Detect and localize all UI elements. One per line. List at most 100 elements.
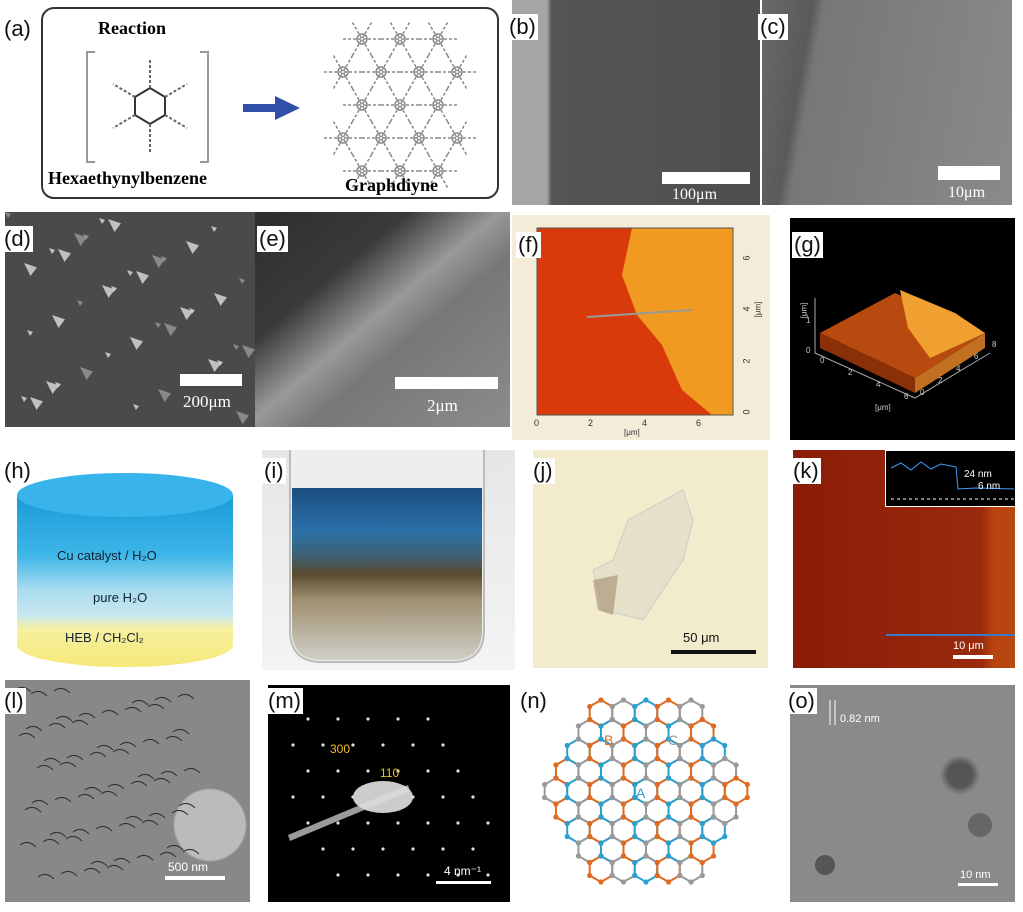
wrinkle — [112, 748, 130, 755]
ring — [432, 99, 444, 111]
spot — [441, 795, 445, 799]
atom — [575, 840, 582, 846]
spot — [426, 717, 430, 721]
svg — [41, 7, 499, 199]
spot — [441, 847, 445, 851]
ring — [394, 99, 406, 111]
svg — [536, 227, 734, 416]
atom — [710, 736, 717, 742]
atom — [688, 853, 694, 859]
atom — [654, 794, 660, 801]
atom — [643, 762, 649, 768]
x-tick-label: 2 — [848, 368, 853, 377]
g — [324, 22, 476, 188]
atom — [620, 801, 627, 807]
wrinkle — [154, 696, 172, 703]
panel-g: 0 1 [μm] 0 2 4 6 0 2 4 6 8 [μm] — [790, 218, 1015, 440]
polygon — [592, 489, 694, 621]
atom — [688, 814, 694, 820]
spot — [336, 821, 340, 825]
wrinkle — [37, 873, 55, 880]
atom — [643, 840, 649, 846]
wrinkle — [177, 693, 195, 700]
atom — [587, 703, 593, 710]
wrinkle — [55, 715, 73, 722]
polygon — [820, 293, 985, 378]
bond — [351, 88, 373, 122]
layer-label: Cu catalyst / H₂O — [57, 548, 157, 563]
flake — [133, 404, 139, 410]
atom — [654, 742, 660, 749]
atom — [632, 742, 638, 749]
flake — [108, 219, 121, 232]
ring — [356, 165, 368, 177]
bond — [427, 154, 449, 188]
flake — [158, 389, 171, 402]
flake — [30, 397, 43, 410]
atom — [632, 794, 638, 801]
spot-label: 300 — [330, 742, 351, 756]
scale-bar — [395, 377, 498, 389]
atom — [744, 794, 750, 801]
ring — [375, 132, 387, 144]
atom — [699, 742, 705, 749]
path — [814, 298, 991, 399]
y-tick-label: 4 — [741, 306, 752, 312]
flake — [130, 337, 143, 350]
profile-label: 6 nm — [978, 481, 1001, 492]
wrinkle — [30, 690, 48, 697]
flake — [214, 293, 227, 306]
atom — [575, 801, 582, 807]
flake — [5, 212, 11, 218]
atom — [643, 697, 649, 703]
atom — [643, 814, 649, 820]
y-unit: [μm] — [753, 301, 763, 318]
atom — [587, 781, 593, 788]
wrinkle — [24, 806, 42, 813]
panel-m: 300 110 4 nm⁻¹ — [268, 685, 510, 902]
flake — [233, 344, 239, 350]
atom — [710, 840, 717, 846]
scale-label: 10 nm — [960, 869, 991, 881]
spot — [336, 873, 340, 877]
atom — [665, 762, 672, 768]
atom — [575, 723, 582, 729]
spot — [411, 743, 415, 747]
atom — [722, 781, 728, 788]
atom — [575, 775, 582, 781]
atom — [733, 775, 739, 781]
bond — [427, 22, 449, 56]
x-unit: [μm] — [624, 428, 640, 437]
atom — [542, 794, 548, 801]
flake — [239, 278, 245, 284]
spot — [396, 821, 400, 825]
svg — [592, 489, 694, 621]
flake — [111, 286, 117, 292]
atom — [643, 853, 649, 859]
y-tick-label: 0 — [741, 409, 752, 415]
atom — [733, 814, 739, 820]
atom — [609, 755, 615, 762]
reaction-title: Reaction — [98, 18, 166, 38]
svg — [814, 290, 991, 399]
atom — [710, 814, 717, 820]
bond — [389, 22, 411, 56]
atom — [688, 840, 694, 846]
atom — [665, 853, 672, 859]
bond — [446, 121, 468, 155]
atom — [643, 775, 649, 781]
bond — [351, 154, 373, 188]
bond — [332, 121, 354, 155]
rect — [41, 7, 499, 199]
scale-bar — [953, 655, 993, 659]
x-tick-label: 6 — [696, 418, 702, 428]
spot — [306, 769, 310, 773]
atom — [632, 781, 638, 788]
product-name: Graphdiyne — [345, 175, 439, 195]
flake — [164, 323, 177, 336]
scale-bar — [671, 650, 756, 654]
bond — [389, 154, 411, 188]
wrinkle — [171, 809, 189, 816]
scale-bar — [165, 876, 225, 880]
flake — [83, 234, 89, 240]
